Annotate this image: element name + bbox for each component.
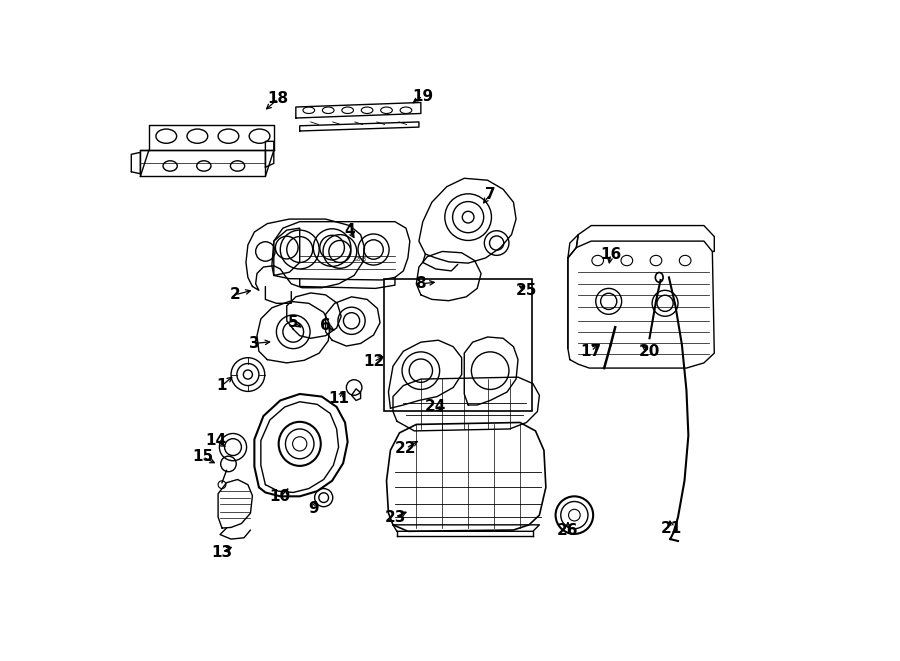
Text: 26: 26 — [557, 522, 579, 537]
Text: 1: 1 — [217, 378, 227, 393]
Text: 2: 2 — [230, 288, 240, 302]
Text: 9: 9 — [309, 501, 320, 516]
Text: 23: 23 — [384, 510, 406, 525]
Text: 14: 14 — [205, 433, 226, 448]
Text: 12: 12 — [363, 354, 384, 369]
Bar — [384, 279, 532, 411]
Text: 11: 11 — [328, 391, 349, 406]
Text: 17: 17 — [580, 344, 602, 359]
Text: 19: 19 — [412, 89, 434, 104]
Text: 16: 16 — [600, 247, 621, 262]
Text: 24: 24 — [425, 399, 446, 414]
Text: 7: 7 — [485, 187, 496, 202]
Text: 15: 15 — [192, 449, 213, 464]
Text: 10: 10 — [270, 490, 291, 504]
Text: 8: 8 — [416, 276, 427, 292]
Text: 22: 22 — [395, 441, 417, 456]
Text: 25: 25 — [516, 283, 537, 298]
Text: 4: 4 — [345, 223, 355, 237]
Text: 13: 13 — [212, 545, 232, 560]
Text: 20: 20 — [639, 344, 661, 359]
Text: 21: 21 — [661, 521, 682, 535]
Text: 3: 3 — [249, 336, 260, 351]
Text: 5: 5 — [288, 315, 299, 330]
Text: 18: 18 — [268, 91, 289, 106]
Text: G5.8: G5.8 — [354, 256, 367, 262]
Text: 6: 6 — [320, 318, 331, 333]
